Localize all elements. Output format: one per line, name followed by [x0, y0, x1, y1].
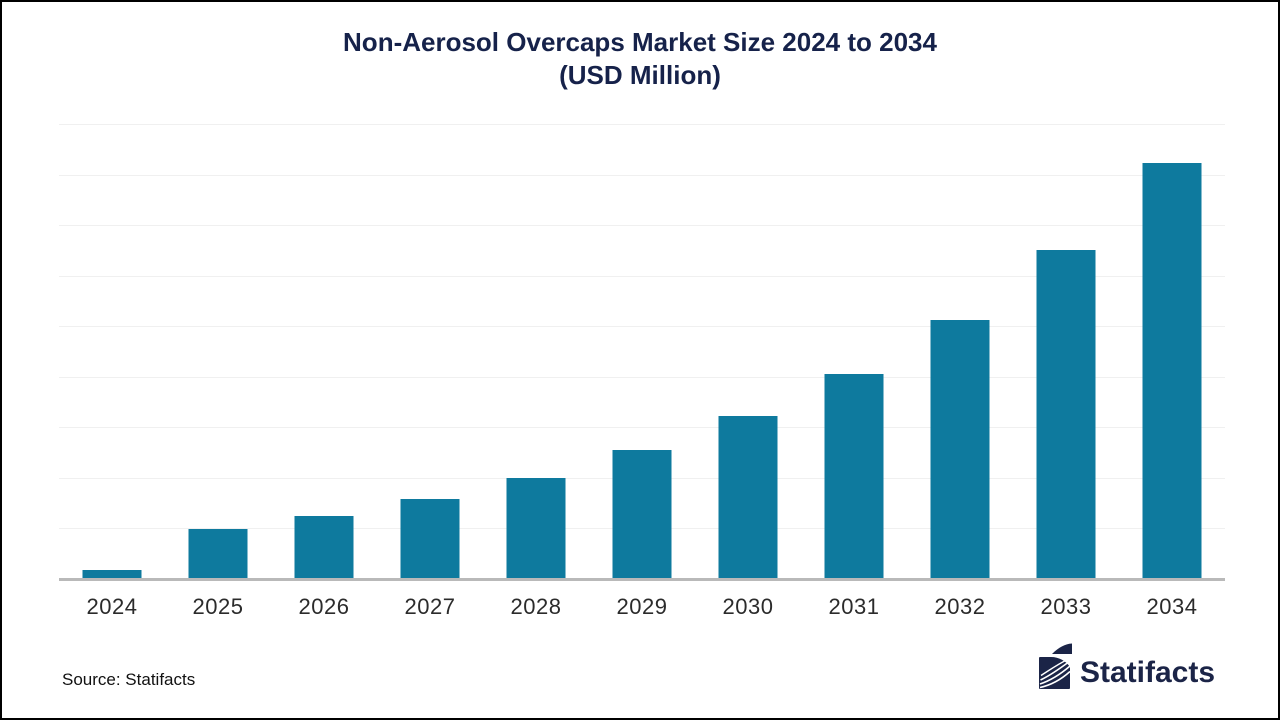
- chart-title-line2: (USD Million): [559, 60, 721, 90]
- x-tick-label-2033: 2033: [1040, 594, 1092, 619]
- brand-logo: Statifacts: [1038, 643, 1215, 689]
- bar-slot-2032: [907, 124, 1013, 579]
- x-tick-label-2026: 2026: [298, 594, 350, 619]
- bar-2024: [82, 569, 142, 579]
- bar-slot-2027: [377, 124, 483, 579]
- plot-area: [59, 124, 1225, 581]
- bar-slot-2034: [1119, 124, 1225, 579]
- gridline: [59, 275, 1225, 277]
- bar-slot-2024: [59, 124, 165, 579]
- bar-2031: [824, 373, 884, 579]
- x-tick-label-2027: 2027: [404, 594, 456, 619]
- bar-slot-2029: [589, 124, 695, 579]
- bar-slot-2031: [801, 124, 907, 579]
- bar-2029: [612, 449, 672, 579]
- gridline: [59, 124, 1225, 125]
- gridline: [59, 326, 1225, 328]
- brand-name: Statifacts: [1079, 656, 1215, 689]
- source-text: Source: Statifacts: [62, 670, 196, 689]
- bar-2026: [294, 516, 354, 579]
- x-axis-tick-labels: 2024 2025 2026 2027 2028 2029 2030 2031 2032 2033…: [59, 594, 1225, 620]
- bar-slot-2030: [695, 124, 801, 579]
- bar-2027: [400, 499, 460, 579]
- bar-slot-2033: [1013, 124, 1119, 579]
- x-tick-label-2029: 2029: [616, 594, 668, 619]
- bar-slot-2025: [165, 124, 271, 579]
- x-tick-label-2028: 2028: [510, 594, 562, 619]
- gridline: [59, 174, 1225, 176]
- bar-2030: [718, 416, 778, 579]
- bar-2025: [188, 529, 248, 579]
- x-tick-label-2032: 2032: [934, 594, 986, 619]
- chart-title-line1: Non-Aerosol Overcaps Market Size 2024 to…: [343, 27, 937, 57]
- bars-container: [59, 124, 1225, 579]
- bar-2033: [1036, 250, 1096, 579]
- bar-2032: [930, 319, 990, 579]
- gridline: [59, 376, 1225, 378]
- x-axis-line: [59, 578, 1225, 581]
- chart-title: Non-Aerosol Overcaps Market Size 2024 to…: [2, 26, 1278, 92]
- x-tick-label-2024: 2024: [86, 594, 138, 619]
- gridline: [59, 225, 1225, 227]
- x-tick-label-2031: 2031: [828, 594, 880, 619]
- gridline: [59, 427, 1225, 429]
- x-tick-label-2030: 2030: [722, 594, 774, 619]
- bar-slot-2026: [271, 124, 377, 579]
- bar-slot-2028: [483, 124, 589, 579]
- bar-2034: [1142, 163, 1202, 579]
- x-tick-label-2025: 2025: [192, 594, 244, 619]
- x-tick-label-2034: 2034: [1146, 594, 1198, 619]
- statifacts-logo-icon: [1038, 643, 1072, 689]
- bar-2028: [506, 477, 566, 579]
